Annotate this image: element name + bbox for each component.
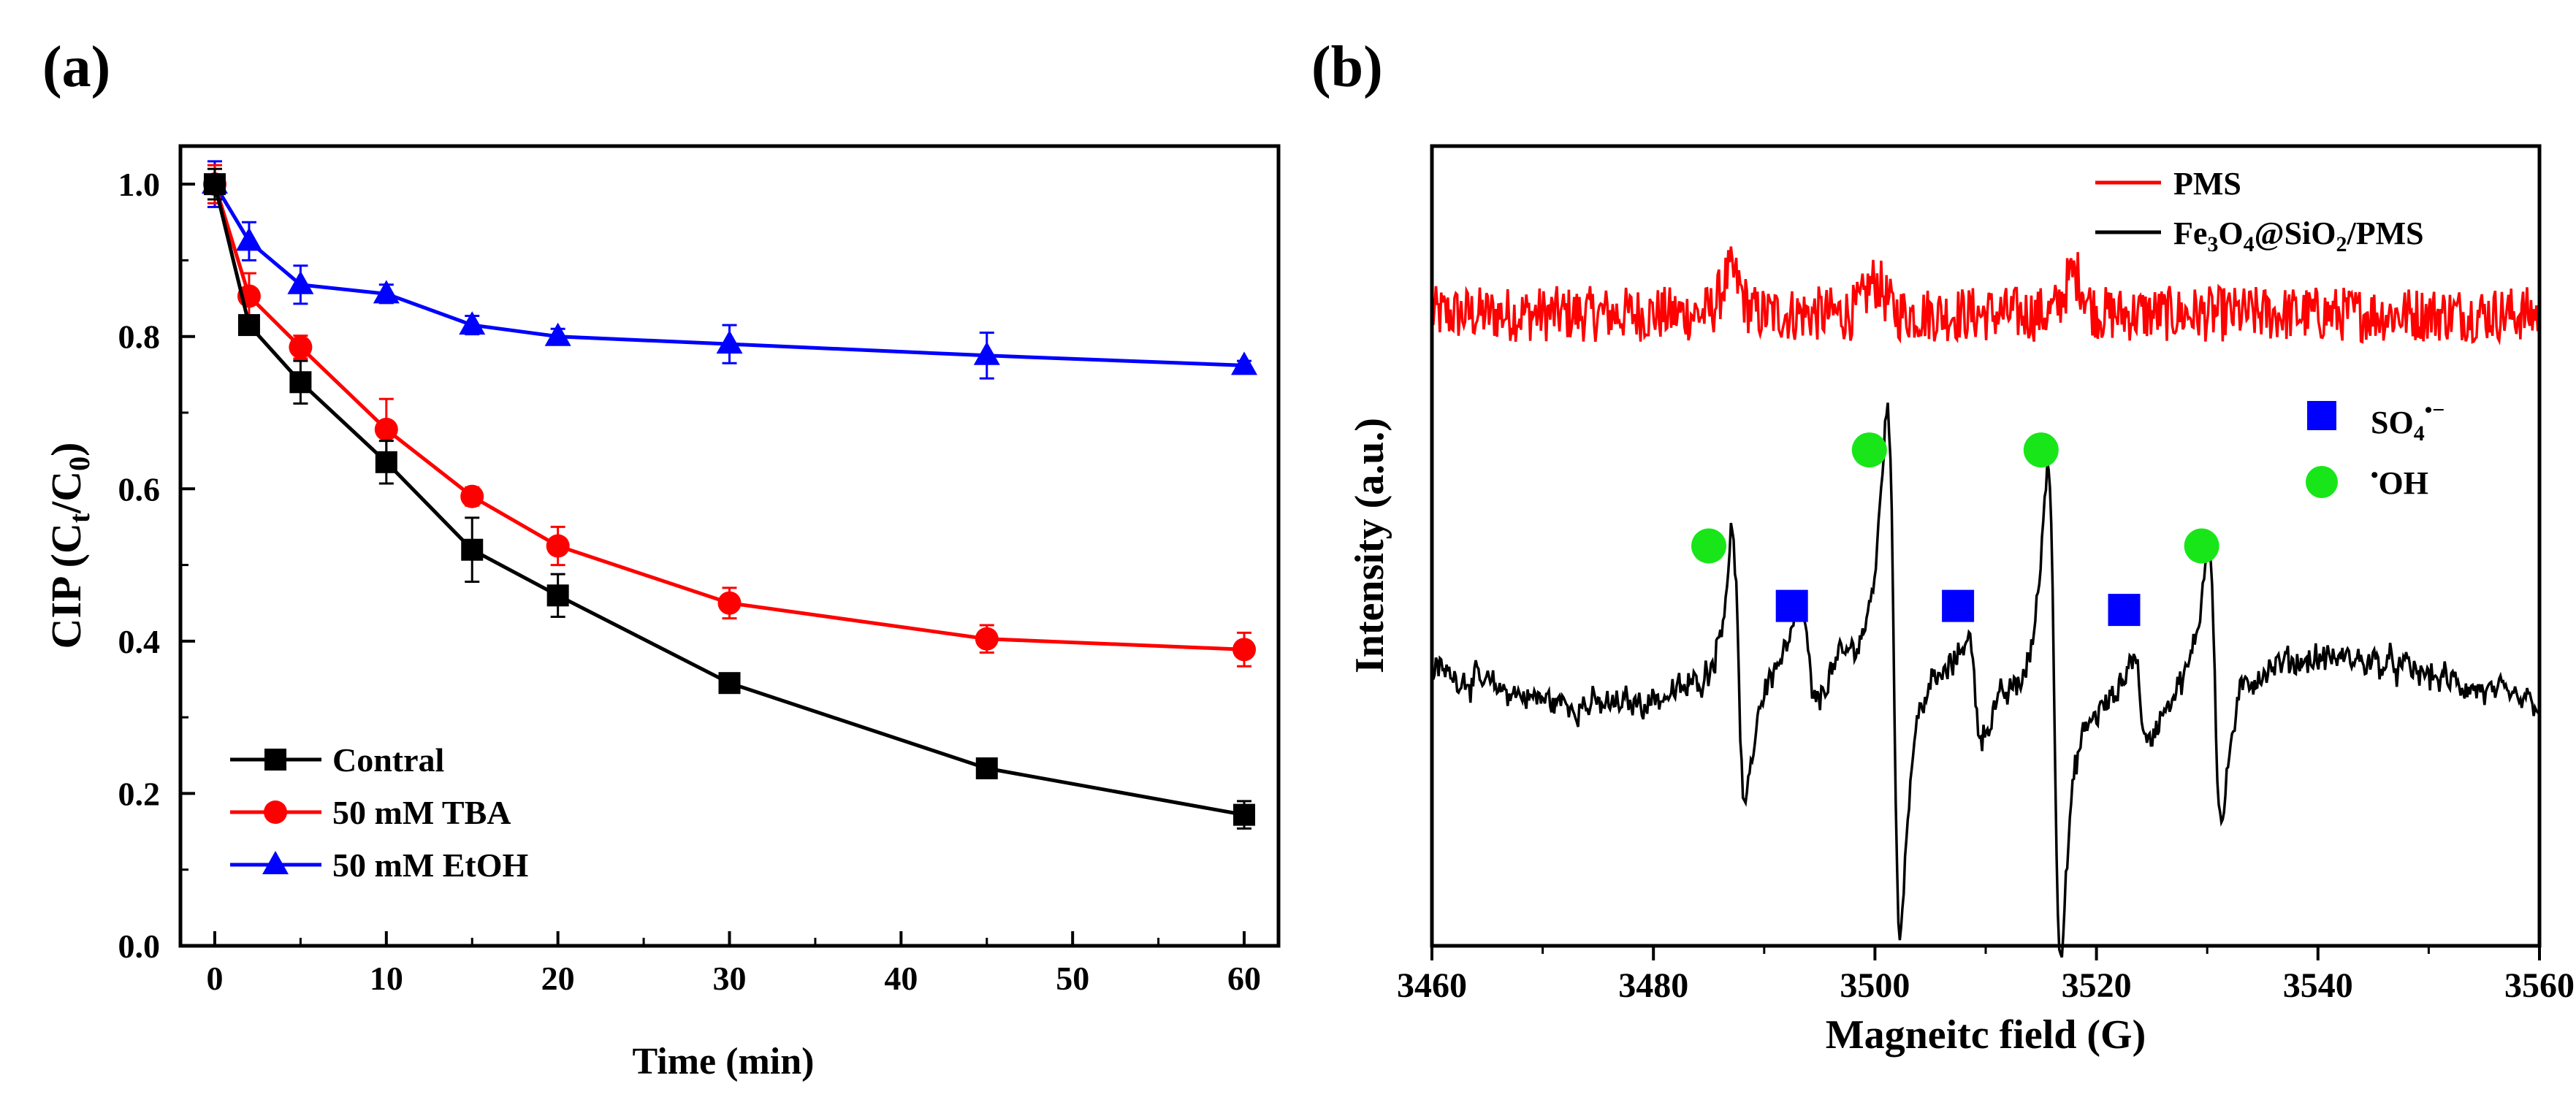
legend-label-pms: PMS xyxy=(2173,166,2241,202)
x-tick-label-b: 3560 xyxy=(2504,966,2575,1005)
data-point-a xyxy=(287,270,314,294)
data-point-a xyxy=(235,227,262,251)
data-point-a xyxy=(374,417,398,441)
x-tick-label-b: 3480 xyxy=(1618,966,1688,1005)
legend-label-oh: •OH xyxy=(2371,463,2428,501)
data-point-a xyxy=(975,627,999,651)
x-tick-label-b: 3500 xyxy=(1840,966,1910,1005)
legend-label-a: 50 mM TBA xyxy=(332,794,511,831)
panel-label-a: (a) xyxy=(42,35,110,99)
series-line-a xyxy=(213,183,1245,817)
legend-marker-so4 xyxy=(2307,401,2336,430)
legend-label-fe3o4: Fe3O4@SiO2/PMS xyxy=(2173,215,2424,256)
data-point-a xyxy=(1233,803,1256,826)
series-a-1 xyxy=(202,164,1257,668)
data-point-a xyxy=(717,591,742,615)
x-tick-label-b: 3520 xyxy=(2062,966,2132,1005)
plot-frame-b xyxy=(1430,144,2542,948)
data-point-a xyxy=(546,584,569,607)
data-point-a xyxy=(1231,351,1258,375)
y-axis-label-b: Intensity (a.u.) xyxy=(1347,418,1392,673)
data-point-a xyxy=(459,311,486,335)
data-point-a xyxy=(975,757,998,780)
so4-radical-marker xyxy=(1775,589,1808,622)
data-point-a xyxy=(718,672,741,695)
data-point-a xyxy=(460,484,484,508)
chart-a: 0 10 20 30 40 50 60 0.0 0.2 0.4 0.6 0.8 1.0 Time (mi… xyxy=(42,144,1281,1082)
data-point-a xyxy=(375,451,397,473)
x-axis-label-b: Magneitc field (G) xyxy=(1826,1012,2146,1058)
data-point-a xyxy=(716,330,743,354)
y-tick-label-a: 0.4 xyxy=(118,623,161,660)
epr-trace-pms xyxy=(1430,246,2541,345)
x-tick-label-a: 30 xyxy=(713,960,747,997)
data-point-a xyxy=(544,322,571,346)
legend-label-so4: SO4•− xyxy=(2371,398,2444,446)
legend-marker-a xyxy=(262,851,289,874)
x-tick-label-a: 10 xyxy=(370,960,403,997)
legend-marker-a xyxy=(264,749,286,771)
panel-label-b: (b) xyxy=(1311,35,1383,99)
data-point-a xyxy=(373,280,400,304)
series-a-2 xyxy=(201,160,1258,380)
x-tick-label-a: 0 xyxy=(206,960,223,997)
x-tick-label-a: 20 xyxy=(541,960,575,997)
x-tick-label-a: 50 xyxy=(1056,960,1089,997)
y-tick-label-a: 0.2 xyxy=(118,775,161,812)
x-axis-label-a: Time (min) xyxy=(633,1041,815,1082)
legend-b: PMS Fe3O4@SiO2/PMS SO4•− •OH xyxy=(2095,166,2444,501)
oh-radical-marker xyxy=(1691,528,1726,564)
so4-radical-marker xyxy=(2108,594,2141,627)
chart-b: 3460 3480 3500 3520 3540 3560 Magneitc field … xyxy=(1347,144,2575,1058)
epr-trace-fe3o4-sio2-pms xyxy=(1430,402,2540,958)
x-tick-label-a: 60 xyxy=(1227,960,1261,997)
series-a-0 xyxy=(203,167,1256,830)
data-point-a xyxy=(973,341,1000,365)
data-point-a xyxy=(1232,638,1257,662)
y-tick-label-a: 0.8 xyxy=(118,318,161,356)
y-tick-label-a: 0.0 xyxy=(118,928,161,965)
data-point-a xyxy=(203,173,226,196)
y-tick-label-a: 1.0 xyxy=(118,166,161,203)
data-point-a xyxy=(546,534,570,558)
y-tick-label-a: 0.6 xyxy=(118,470,161,508)
so4-radical-marker xyxy=(1942,589,1975,622)
legend-marker-a xyxy=(264,800,287,824)
oh-radical-marker xyxy=(2023,432,2059,468)
x-tick-label-b: 3460 xyxy=(1397,966,1467,1005)
data-point-a xyxy=(289,371,312,394)
oh-radical-marker xyxy=(1851,432,1887,468)
data-point-a xyxy=(289,335,313,359)
x-tick-label-a: 40 xyxy=(884,960,918,997)
y-axis-label-a: CIP (Ct/C0) xyxy=(42,442,96,649)
legend-label-a: Contral xyxy=(332,741,444,779)
legend-label-a: 50 mM EtOH xyxy=(332,846,529,884)
series-line-a xyxy=(213,183,1245,651)
x-tick-label-b: 3540 xyxy=(2283,966,2353,1005)
data-point-a xyxy=(461,538,484,561)
legend-a: Contral 50 mM TBA 50 mM EtOH xyxy=(230,741,529,884)
oh-radical-marker xyxy=(2184,528,2219,564)
data-point-a xyxy=(237,314,260,337)
legend-marker-oh xyxy=(2306,466,2338,498)
